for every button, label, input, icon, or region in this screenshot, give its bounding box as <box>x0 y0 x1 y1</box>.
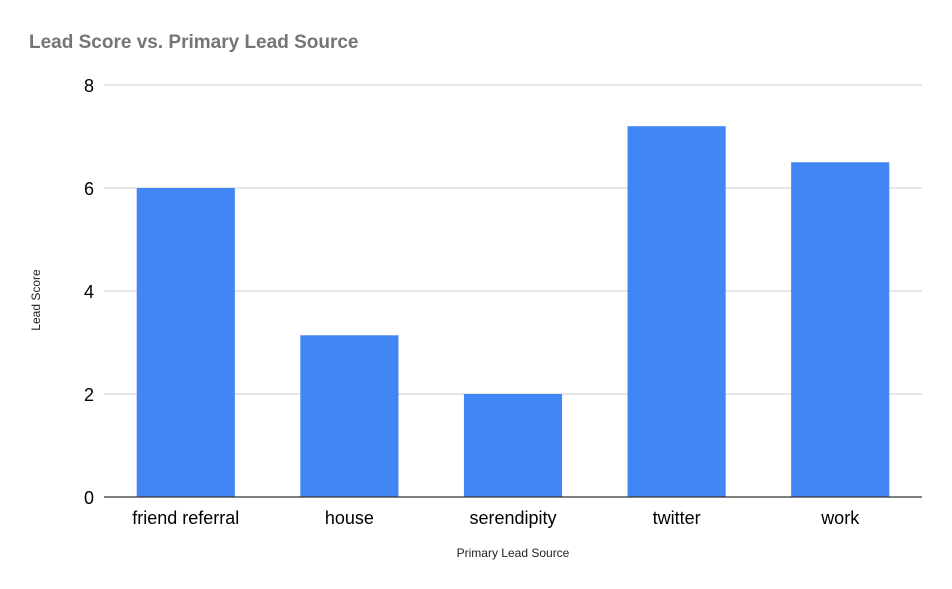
bar <box>791 162 890 497</box>
bar <box>463 394 563 497</box>
y-axis-title: Lead Score <box>29 269 43 331</box>
y-tick-label: 6 <box>84 179 94 199</box>
x-tick-label: serendipity <box>469 508 556 528</box>
y-tick-labels: 0 2 4 6 8 <box>84 76 94 508</box>
bar <box>300 335 399 497</box>
y-tick-label: 2 <box>84 385 94 405</box>
chart-title: Lead Score vs. Primary Lead Source <box>29 32 359 53</box>
y-tick-label: 0 <box>84 488 94 508</box>
x-tick-labels: friend referral house serendipity twitter wo… <box>132 508 860 528</box>
x-tick-label: work <box>820 508 860 528</box>
x-tick-label: friend referral <box>132 508 239 528</box>
x-axis-title: Primary Lead Source <box>457 546 570 560</box>
x-tick-label: house <box>325 508 374 528</box>
bars <box>136 126 890 497</box>
bar <box>627 126 726 497</box>
bar <box>136 188 235 497</box>
gridlines <box>104 84 922 395</box>
y-tick-label: 8 <box>84 76 94 96</box>
y-tick-label: 4 <box>84 282 94 302</box>
x-tick-label: twitter <box>653 508 701 528</box>
